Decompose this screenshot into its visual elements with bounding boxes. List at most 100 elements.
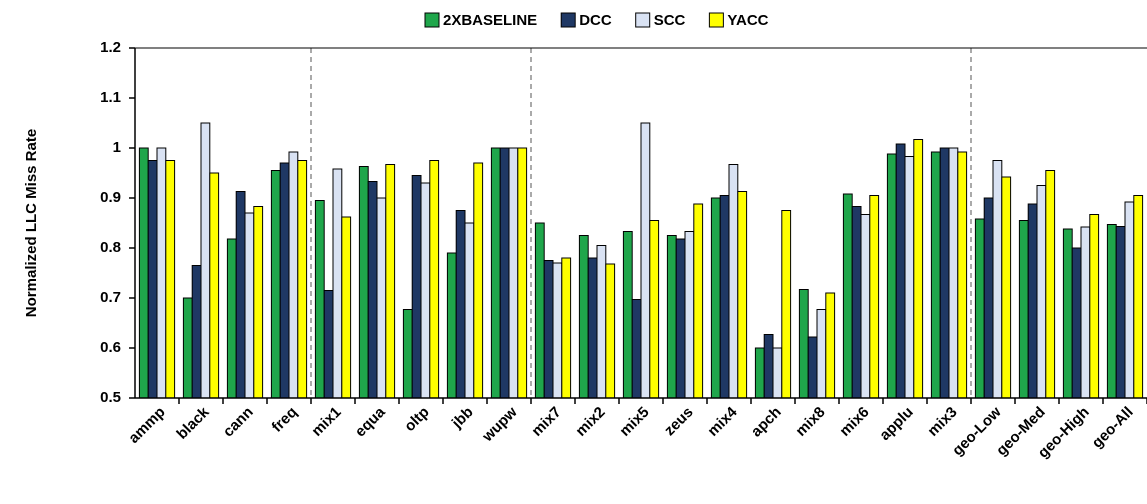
bar bbox=[1106, 224, 1117, 399]
bar bbox=[279, 162, 290, 399]
bar bbox=[807, 336, 818, 399]
bar bbox=[200, 122, 211, 399]
y-tick-label: 0.8 bbox=[100, 239, 121, 256]
bar bbox=[904, 156, 915, 399]
bar bbox=[411, 175, 422, 399]
bar bbox=[226, 238, 237, 399]
bar bbox=[288, 151, 299, 399]
x-tick-label: wupw bbox=[478, 403, 520, 445]
bar bbox=[895, 143, 906, 399]
bar bbox=[499, 147, 510, 399]
legend-swatch bbox=[424, 12, 440, 28]
bar bbox=[385, 164, 396, 399]
bar bbox=[138, 147, 149, 399]
bar bbox=[860, 214, 871, 399]
bar bbox=[596, 245, 607, 399]
bar bbox=[1027, 203, 1038, 399]
bar bbox=[1089, 214, 1100, 399]
bar bbox=[948, 147, 959, 399]
bar bbox=[992, 160, 1003, 399]
bar bbox=[728, 164, 739, 399]
bar bbox=[675, 238, 686, 399]
bar bbox=[147, 160, 158, 399]
bar bbox=[1080, 226, 1091, 399]
bar bbox=[622, 231, 633, 399]
bar bbox=[270, 170, 281, 399]
bar bbox=[851, 206, 862, 399]
bar bbox=[587, 257, 598, 399]
bar bbox=[191, 265, 202, 399]
bar bbox=[367, 181, 378, 399]
bar bbox=[684, 231, 695, 399]
bar bbox=[517, 147, 528, 399]
bar bbox=[737, 191, 748, 399]
bar bbox=[719, 195, 730, 399]
bar bbox=[244, 212, 255, 399]
x-tick-label: ammp bbox=[125, 404, 168, 447]
bar bbox=[561, 257, 572, 399]
bar bbox=[490, 147, 501, 399]
x-tick-label: mix6 bbox=[836, 404, 872, 440]
bar bbox=[1071, 247, 1082, 399]
y-tick-label: 0.6 bbox=[100, 339, 121, 356]
bar bbox=[781, 210, 792, 399]
bar bbox=[534, 222, 545, 399]
bar bbox=[939, 147, 950, 399]
bar bbox=[552, 262, 563, 399]
bar bbox=[763, 334, 774, 399]
bar bbox=[156, 147, 167, 399]
y-tick-label: 0.5 bbox=[100, 389, 121, 406]
x-tick-label: jbb bbox=[448, 404, 477, 433]
x-tick-label: apch bbox=[748, 404, 785, 441]
x-tick-label: mix7 bbox=[528, 404, 564, 440]
legend-label: 2XBASELINE bbox=[443, 12, 537, 29]
legend-label: SCC bbox=[654, 12, 686, 29]
x-tick-label: mix5 bbox=[616, 404, 652, 440]
bar bbox=[253, 206, 264, 399]
legend-label: YACC bbox=[727, 12, 768, 29]
bar bbox=[842, 193, 853, 399]
bar bbox=[869, 195, 880, 399]
bar bbox=[429, 160, 440, 399]
legend-swatch bbox=[560, 12, 576, 28]
bar bbox=[640, 122, 651, 399]
bar bbox=[473, 162, 484, 399]
bar bbox=[182, 297, 193, 399]
x-tick-label: oltp bbox=[401, 404, 432, 435]
bar bbox=[446, 252, 457, 399]
bar bbox=[235, 191, 246, 399]
x-tick-label: mix1 bbox=[308, 404, 344, 440]
x-tick-label: mix8 bbox=[792, 404, 828, 440]
x-tick-label: mix4 bbox=[704, 403, 741, 440]
bar bbox=[165, 160, 176, 399]
bar bbox=[666, 235, 677, 399]
bar bbox=[209, 172, 220, 399]
bar bbox=[772, 347, 783, 399]
bar bbox=[455, 210, 466, 399]
bar bbox=[1062, 228, 1073, 399]
x-tick-label: mix3 bbox=[924, 404, 960, 440]
bar bbox=[1133, 195, 1144, 399]
bar bbox=[886, 153, 897, 399]
bar bbox=[816, 309, 827, 399]
x-tick-label: black bbox=[173, 403, 213, 443]
y-tick-label: 1 bbox=[113, 139, 121, 156]
bar bbox=[358, 166, 369, 399]
bar bbox=[1124, 201, 1135, 399]
bar bbox=[710, 197, 721, 399]
bar bbox=[974, 218, 985, 399]
y-tick-label: 0.9 bbox=[100, 189, 121, 206]
y-tick-label: 1.2 bbox=[100, 39, 121, 56]
bar bbox=[1001, 176, 1012, 399]
bar bbox=[693, 203, 704, 399]
y-axis-label: Normalized LLC Miss Rate bbox=[23, 129, 40, 317]
bar bbox=[297, 160, 308, 399]
y-tick-label: 1.1 bbox=[100, 89, 121, 106]
bar bbox=[754, 347, 765, 399]
x-tick-label: zeus bbox=[661, 404, 697, 440]
bar bbox=[631, 299, 642, 399]
bar bbox=[913, 139, 924, 399]
bar bbox=[798, 289, 809, 399]
